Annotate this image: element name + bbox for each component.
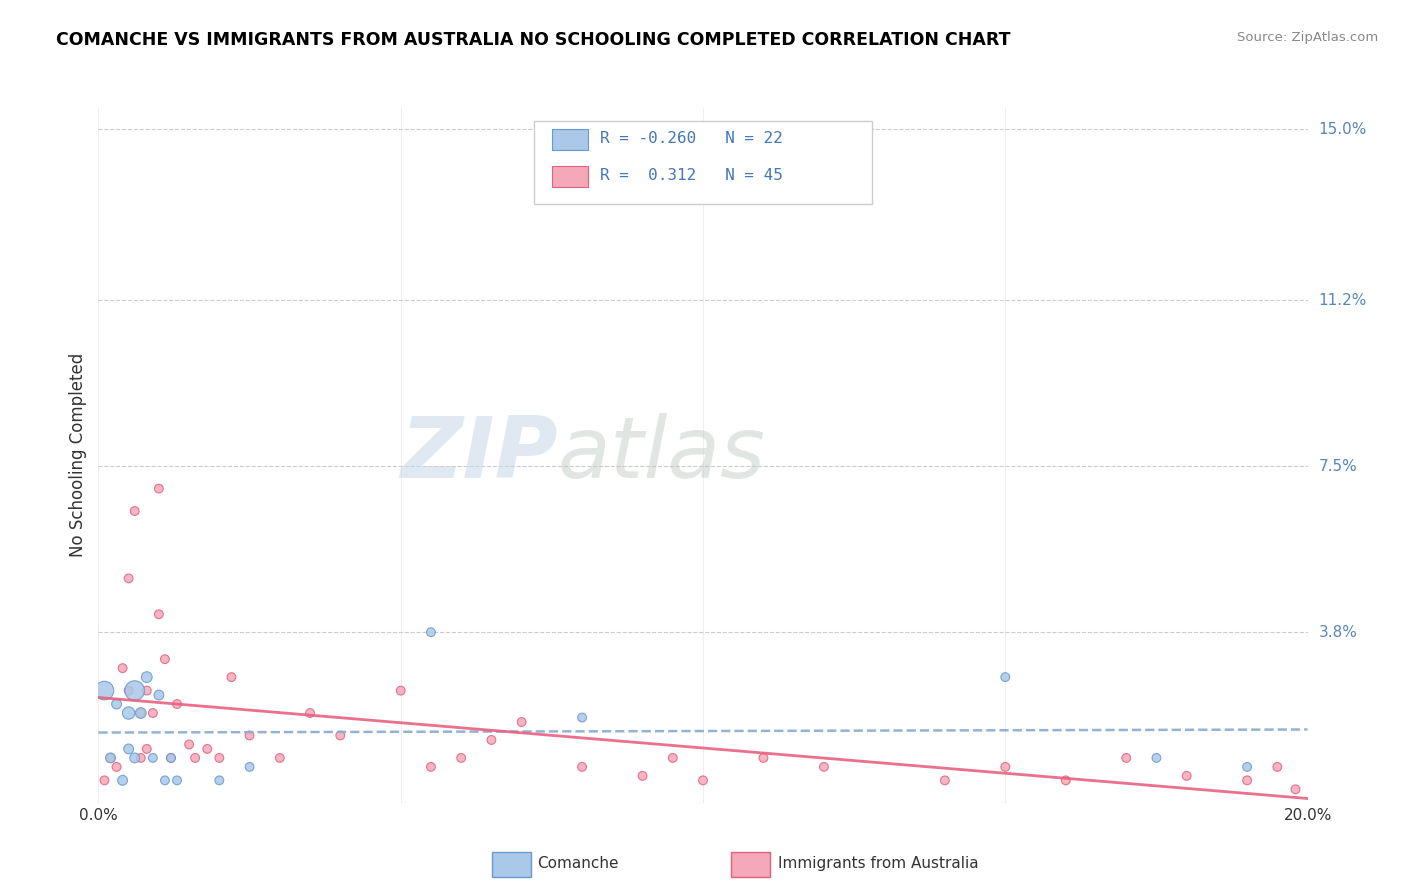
- Text: Comanche: Comanche: [537, 856, 619, 871]
- Point: [148, 482, 170, 496]
- Y-axis label: No Schooling Completed: No Schooling Completed: [69, 353, 87, 557]
- Point: [100, 751, 122, 765]
- Point: [1284, 782, 1306, 797]
- Point: [100, 751, 122, 765]
- Point: [1236, 760, 1258, 774]
- Point: [208, 751, 231, 765]
- Point: [221, 670, 243, 684]
- Text: 11.2%: 11.2%: [1319, 293, 1367, 308]
- Point: [166, 697, 188, 711]
- Point: [450, 751, 472, 765]
- Point: [93, 773, 115, 788]
- Point: [105, 697, 128, 711]
- Point: [299, 706, 322, 720]
- FancyBboxPatch shape: [551, 129, 588, 150]
- Text: atlas: atlas: [558, 413, 766, 497]
- Text: 15.0%: 15.0%: [1319, 122, 1367, 137]
- Point: [177, 738, 201, 752]
- Point: [239, 729, 262, 743]
- Point: [1236, 773, 1258, 788]
- Point: [1175, 769, 1198, 783]
- Point: [129, 706, 152, 720]
- Text: COMANCHE VS IMMIGRANTS FROM AUSTRALIA NO SCHOOLING COMPLETED CORRELATION CHART: COMANCHE VS IMMIGRANTS FROM AUSTRALIA NO…: [56, 31, 1011, 49]
- Point: [105, 760, 128, 774]
- FancyBboxPatch shape: [551, 166, 588, 187]
- Point: [329, 729, 352, 743]
- Text: Immigrants from Australia: Immigrants from Australia: [778, 856, 979, 871]
- Point: [118, 706, 141, 720]
- Point: [692, 773, 714, 788]
- Point: [269, 751, 291, 765]
- Point: [135, 742, 157, 756]
- Point: [934, 773, 956, 788]
- Point: [129, 706, 152, 720]
- Point: [208, 773, 231, 788]
- Point: [1054, 773, 1077, 788]
- Point: [239, 760, 262, 774]
- Point: [419, 760, 441, 774]
- Point: [510, 714, 533, 729]
- Point: [1144, 751, 1167, 765]
- Point: [571, 760, 593, 774]
- Text: 3.8%: 3.8%: [1319, 624, 1358, 640]
- Point: [148, 607, 170, 622]
- Point: [111, 773, 134, 788]
- Text: 7.5%: 7.5%: [1319, 458, 1357, 474]
- Point: [124, 751, 146, 765]
- Text: R = -0.260   N = 22: R = -0.260 N = 22: [600, 131, 783, 146]
- FancyBboxPatch shape: [534, 121, 872, 204]
- Text: ZIP: ZIP: [401, 413, 558, 497]
- Point: [124, 504, 146, 518]
- Point: [631, 769, 654, 783]
- Point: [118, 683, 141, 698]
- Point: [160, 751, 183, 765]
- Point: [124, 683, 146, 698]
- Point: [148, 688, 170, 702]
- Point: [994, 760, 1017, 774]
- Point: [419, 625, 441, 640]
- Point: [481, 733, 503, 747]
- Point: [111, 661, 134, 675]
- Point: [195, 742, 218, 756]
- Point: [389, 683, 412, 698]
- Point: [129, 751, 152, 765]
- Point: [661, 751, 683, 765]
- Point: [93, 683, 115, 698]
- Point: [166, 773, 188, 788]
- Point: [1115, 751, 1137, 765]
- Point: [118, 742, 141, 756]
- Point: [135, 670, 157, 684]
- Point: [153, 773, 176, 788]
- Point: [142, 706, 165, 720]
- Point: [752, 751, 775, 765]
- Point: [142, 751, 165, 765]
- Point: [571, 710, 593, 724]
- Point: [994, 670, 1017, 684]
- Point: [153, 652, 176, 666]
- Point: [1265, 760, 1288, 774]
- Point: [160, 751, 183, 765]
- Text: Source: ZipAtlas.com: Source: ZipAtlas.com: [1237, 31, 1378, 45]
- Point: [184, 751, 207, 765]
- Text: R =  0.312   N = 45: R = 0.312 N = 45: [600, 168, 783, 183]
- Point: [813, 760, 835, 774]
- Point: [118, 571, 141, 585]
- Point: [135, 683, 157, 698]
